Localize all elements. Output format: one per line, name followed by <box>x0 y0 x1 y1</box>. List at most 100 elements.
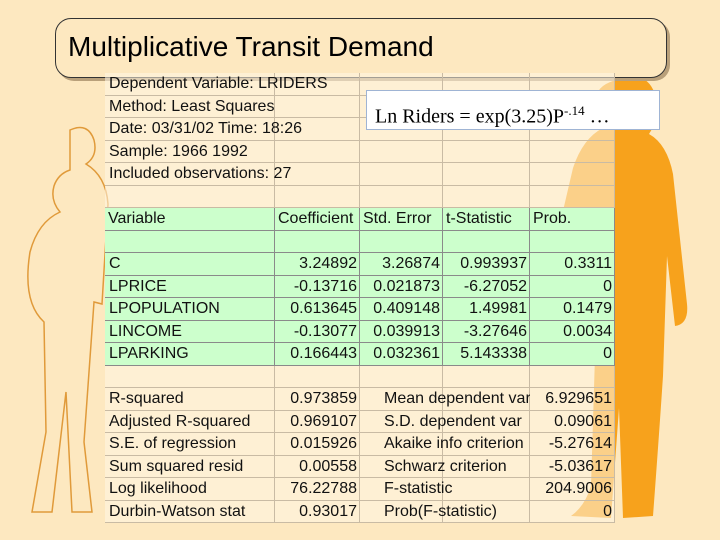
equation-base: Ln Riders = exp(3.25)P <box>375 105 565 128</box>
cell <box>360 253 443 276</box>
cell <box>443 275 530 298</box>
coef-value: 0.0034 <box>563 322 612 340</box>
cell <box>275 365 360 388</box>
stat-label: Akaike info criterion <box>384 435 524 452</box>
cell <box>360 365 443 388</box>
cell <box>275 140 360 163</box>
cell <box>443 185 530 208</box>
coef-value: 0.613645 <box>290 300 357 317</box>
stat-label: S.E. of regression <box>109 435 237 452</box>
info-line: Dependent Variable: LRIDERS <box>109 75 328 92</box>
stat-value: 0.93017 <box>299 502 357 520</box>
cell <box>443 500 530 523</box>
cell <box>105 388 275 411</box>
cell <box>530 163 615 186</box>
cell <box>275 500 360 523</box>
coef-value: 3.26874 <box>382 255 440 272</box>
cell <box>443 455 530 478</box>
cell <box>275 230 360 253</box>
column-header: Variable <box>108 210 166 227</box>
cell <box>360 343 443 366</box>
coef-value: 0.1479 <box>563 300 612 317</box>
variable-name: LPRICE <box>109 277 167 295</box>
coef-value: -0.13077 <box>293 322 357 340</box>
info-line: Included observations: 27 <box>109 165 292 182</box>
cell <box>105 185 275 208</box>
cell <box>360 478 443 501</box>
cell <box>443 410 530 433</box>
cell <box>275 118 360 141</box>
cell <box>443 433 530 456</box>
cell <box>360 140 443 163</box>
cell <box>360 410 443 433</box>
cell <box>275 73 360 96</box>
cell <box>530 320 615 343</box>
coef-value: 0.409148 <box>373 300 440 317</box>
cell <box>275 208 360 231</box>
cell <box>105 230 275 253</box>
cell <box>105 365 275 388</box>
cell <box>275 455 360 478</box>
cell <box>105 73 275 96</box>
coef-value: -3.27646 <box>463 322 527 340</box>
coef-value: 0.993937 <box>460 255 527 272</box>
coef-value: 5.143338 <box>460 345 527 362</box>
cell <box>275 275 360 298</box>
stat-value: -5.03617 <box>548 457 612 475</box>
info-line: Date: 03/31/02 Time: 18:26 <box>109 120 303 137</box>
cell <box>360 320 443 343</box>
cell <box>530 410 615 433</box>
variable-name: LPARKING <box>109 345 189 362</box>
cell <box>443 253 530 276</box>
cell <box>105 455 275 478</box>
cell <box>530 208 615 231</box>
stat-label: Adjusted R-squared <box>109 412 251 430</box>
cell <box>105 118 275 141</box>
cell <box>530 140 615 163</box>
cell <box>360 208 443 231</box>
coef-value: 1.49981 <box>469 300 527 317</box>
cell <box>530 478 615 501</box>
cell <box>530 253 615 276</box>
stat-label: Schwarz criterion <box>384 457 507 475</box>
column-header: Std. Error <box>363 210 432 227</box>
equation-tail: … <box>584 105 610 128</box>
cell <box>275 253 360 276</box>
cell <box>443 388 530 411</box>
cell <box>530 365 615 388</box>
column-header: t-Statistic <box>446 210 512 227</box>
stat-label: Mean dependent var <box>384 390 530 407</box>
cell <box>443 478 530 501</box>
coef-value: 0.166443 <box>290 345 357 362</box>
cell <box>360 388 443 411</box>
cell <box>360 185 443 208</box>
cell <box>105 433 275 456</box>
stat-label: Durbin-Watson stat <box>109 502 246 520</box>
cell <box>530 185 615 208</box>
cell <box>530 343 615 366</box>
cell <box>360 455 443 478</box>
cell <box>443 163 530 186</box>
coef-value: 0.039913 <box>373 322 440 340</box>
cell <box>275 185 360 208</box>
stat-value: 0.973859 <box>290 390 357 407</box>
coef-value: 0.032361 <box>373 345 440 362</box>
cell <box>105 410 275 433</box>
stat-label: Log likelihood <box>109 480 207 497</box>
info-line: Method: Least Squares <box>109 97 275 115</box>
variable-name: LINCOME <box>109 322 182 340</box>
stat-label: Prob(F-statistic) <box>384 502 497 520</box>
stat-value: 0 <box>603 502 612 520</box>
outline-figure <box>27 126 109 513</box>
cell <box>443 140 530 163</box>
cell <box>275 478 360 501</box>
cell <box>530 500 615 523</box>
cell <box>275 410 360 433</box>
cell <box>530 230 615 253</box>
cell <box>530 298 615 321</box>
title-box: Multiplicative Transit Demand <box>55 18 667 78</box>
stat-value: 204.9006 <box>545 480 612 497</box>
cell <box>105 275 275 298</box>
cell <box>530 433 615 456</box>
